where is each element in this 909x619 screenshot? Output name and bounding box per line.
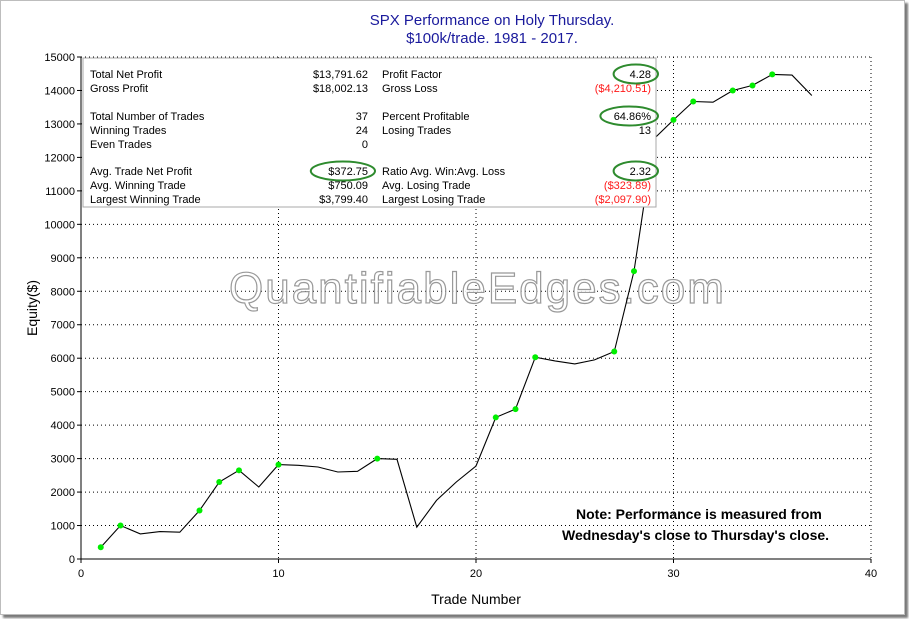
y-tick-label: 4000 <box>51 420 75 432</box>
highlight-circles <box>309 63 660 182</box>
stat-label: Avg. Winning Trade <box>90 180 186 192</box>
x-axis-label: Trade Number <box>431 591 521 607</box>
x-tick-label: 20 <box>470 568 482 580</box>
stat-value: 37 <box>356 111 368 123</box>
stats-left-column: Total Net Profit $13,791.62 Gross Profit $1… <box>90 69 368 206</box>
new-high-marker <box>729 87 736 94</box>
y-tick-label: 0 <box>69 554 75 566</box>
highlight-circle <box>612 160 659 182</box>
y-tick-label: 3000 <box>51 454 75 466</box>
watermark: QuantifiableEdges.com <box>229 264 726 313</box>
new-high-marker <box>196 507 203 514</box>
highlight-circle <box>599 105 660 127</box>
y-tick-label: 14000 <box>44 85 75 97</box>
stat-value: $372.75 <box>328 166 368 178</box>
stat-value: 4.28 <box>630 69 651 81</box>
y-tick-label: 8000 <box>51 286 75 298</box>
highlight-circle <box>309 160 376 182</box>
y-tick-label: 5000 <box>51 387 75 399</box>
new-high-markers <box>97 71 776 551</box>
stat-value: 0 <box>362 139 368 151</box>
x-tick-label: 0 <box>78 568 84 580</box>
y-tick-label: 2000 <box>51 487 75 499</box>
stat-value: $13,791.62 <box>313 69 368 81</box>
stat-label: Profit Factor <box>382 69 442 81</box>
stat-value: ($4,210.51) <box>595 83 651 95</box>
stat-label: Largest Losing Trade <box>382 194 485 206</box>
stat-label: Gross Loss <box>382 83 438 95</box>
stat-value: ($2,097.90) <box>595 194 651 206</box>
new-high-marker <box>670 116 677 123</box>
new-high-marker <box>97 544 104 551</box>
stat-label: Largest Winning Trade <box>90 194 201 206</box>
y-tick-label: 7000 <box>51 320 75 332</box>
stats-panel-box <box>82 57 657 208</box>
y-tick-label: 1000 <box>51 521 75 533</box>
stat-label: Losing Trades <box>382 125 452 137</box>
y-tick-label: 10000 <box>44 219 75 231</box>
new-high-marker <box>749 82 756 89</box>
stat-label: Ratio Avg. Win:Avg. Loss <box>382 166 506 178</box>
x-tick-label: 40 <box>865 568 877 580</box>
new-high-marker <box>631 268 637 275</box>
x-tick-label: 30 <box>667 568 679 580</box>
y-tick-label: 15000 <box>44 52 75 64</box>
new-high-marker <box>611 348 618 355</box>
stat-value: ($323.89) <box>604 180 651 192</box>
note-line-2: Wednesday's close to Thursday's close. <box>562 527 829 543</box>
new-high-marker <box>690 98 697 105</box>
stat-label: Total Number of Trades <box>90 111 205 123</box>
stat-value: $18,002.13 <box>313 83 368 95</box>
stats-right-column: Profit Factor 4.28 Gross Loss ($4,210.51) Pe… <box>382 69 651 206</box>
new-high-marker <box>117 522 124 529</box>
new-high-marker <box>275 461 282 468</box>
y-tick-label: 13000 <box>44 119 75 131</box>
stat-label: Gross Profit <box>90 83 148 95</box>
chart-title: SPX Performance on Holy Thursday. <box>370 12 615 29</box>
stat-value: $750.09 <box>328 180 368 192</box>
stat-value: 2.32 <box>630 166 651 178</box>
x-tick-labels: 0 10 20 30 40 <box>78 559 877 580</box>
y-tick-labels: 0 1000 2000 3000 4000 5000 6000 7000 8000 9000 100… <box>44 52 81 566</box>
stat-value: 24 <box>356 125 368 137</box>
y-tick-label: 12000 <box>44 152 75 164</box>
new-high-marker <box>374 455 381 462</box>
x-tick-label: 10 <box>272 568 284 580</box>
stat-label: Avg. Trade Net Profit <box>90 166 192 178</box>
stat-label: Percent Profitable <box>382 111 469 123</box>
new-high-marker <box>512 406 519 413</box>
highlight-circle <box>612 63 659 85</box>
new-high-marker <box>236 467 242 474</box>
stat-label: Avg. Losing Trade <box>382 180 470 192</box>
chart-subtitle: $100k/trade. 1981 - 2017. <box>406 30 578 47</box>
stat-label: Even Trades <box>90 139 152 151</box>
new-high-marker <box>216 479 223 486</box>
y-tick-label: 6000 <box>51 353 75 365</box>
y-tick-label: 9000 <box>51 253 75 265</box>
stat-label: Winning Trades <box>90 125 167 137</box>
stat-value: $3,799.40 <box>319 194 368 206</box>
stat-value: 64.86% <box>614 111 652 123</box>
new-high-marker <box>769 71 776 78</box>
stat-label: Total Net Profit <box>90 69 162 81</box>
y-tick-label: 11000 <box>45 186 75 198</box>
stat-value: 13 <box>639 125 651 137</box>
y-axis-label: Equity($) <box>24 280 40 336</box>
stats-panel: Total Net Profit $13,791.62 Gross Profit $1… <box>82 57 660 208</box>
new-high-marker <box>492 414 499 421</box>
new-high-marker <box>532 354 539 361</box>
note-line-1: Note: Performance is measured from <box>576 506 822 522</box>
